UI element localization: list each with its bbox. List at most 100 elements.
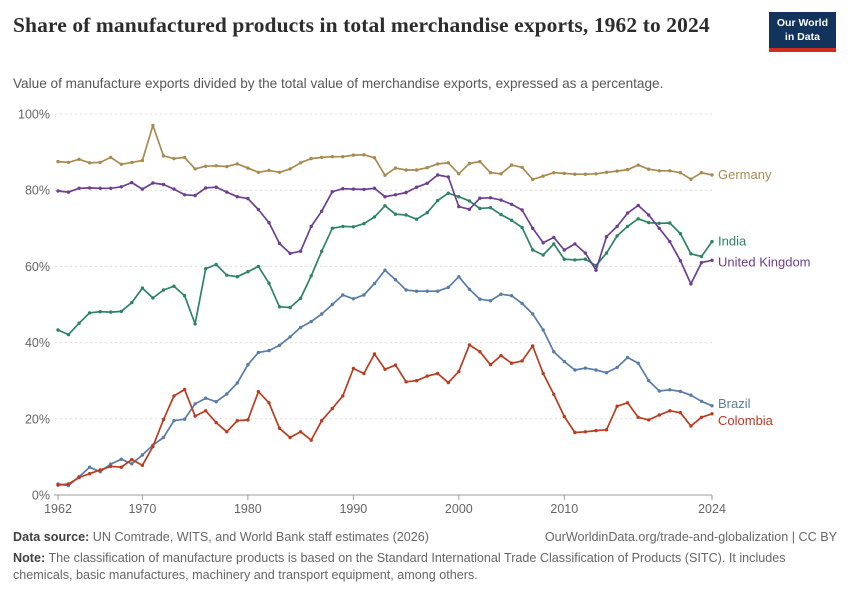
- data-point: [446, 175, 450, 179]
- data-point: [256, 350, 261, 355]
- data-point: [509, 361, 514, 365]
- page-title: Share of manufactured products in total …: [13, 13, 710, 37]
- x-axis-label: 1980: [234, 502, 262, 516]
- data-point: [499, 353, 503, 358]
- data-point: [436, 371, 440, 376]
- data-point: [225, 392, 229, 396]
- data-point: [235, 275, 239, 279]
- data-point: [604, 251, 609, 255]
- data-point: [657, 169, 661, 173]
- data-point: [193, 402, 197, 406]
- series-label-united-kingdom: United Kingdom: [718, 254, 811, 269]
- data-point: [109, 310, 113, 314]
- data-point: [193, 167, 197, 171]
- owid-url-link[interactable]: OurWorldinData.org/trade-and-globalizati…: [544, 530, 837, 544]
- series-line-india: [57, 192, 713, 336]
- data-point: [140, 158, 145, 163]
- data-point: [520, 359, 524, 363]
- data-point: [425, 166, 429, 170]
- x-axis-label: 1990: [339, 502, 367, 516]
- data-point: [425, 211, 429, 215]
- data-point: [404, 168, 408, 172]
- data-point: [246, 166, 250, 170]
- data-point: [594, 428, 598, 433]
- data-point: [414, 185, 419, 189]
- data-point: [657, 389, 661, 393]
- data-point: [309, 319, 313, 324]
- note-label: Note:: [13, 551, 46, 565]
- data-point: [668, 221, 672, 225]
- data-point: [425, 374, 429, 378]
- data-point: [267, 168, 271, 173]
- chart-note: Note: The classification of manufacture …: [13, 550, 837, 585]
- series-line-colombia: [57, 344, 713, 486]
- data-point: [214, 420, 218, 425]
- data-point: [56, 328, 60, 332]
- data-point: [436, 162, 440, 166]
- data-point: [109, 464, 113, 469]
- data-point: [520, 165, 524, 169]
- data-point: [372, 156, 377, 160]
- owid-logo-line1: Our World: [776, 17, 828, 29]
- owid-logo[interactable]: Our World in Data: [768, 12, 836, 53]
- data-point: [267, 281, 271, 285]
- data-point: [235, 162, 239, 166]
- data-point: [647, 220, 651, 225]
- data-point: [309, 274, 313, 278]
- data-point: [383, 195, 387, 199]
- data-point: [298, 325, 303, 330]
- data-point: [193, 193, 197, 198]
- y-axis-label: 40%: [25, 336, 50, 350]
- data-point: [625, 224, 630, 229]
- data-point: [583, 366, 588, 370]
- data-point: [98, 160, 102, 165]
- y-axis-label: 100%: [18, 108, 50, 122]
- data-point: [309, 438, 313, 442]
- data-point: [615, 224, 619, 229]
- data-point: [647, 167, 651, 171]
- data-point: [541, 241, 545, 245]
- chart-footer: Data source: UN Comtrade, WITS, and Worl…: [13, 530, 837, 585]
- data-point: [372, 352, 377, 356]
- data-point: [488, 299, 493, 303]
- data-point: [509, 163, 514, 167]
- data-point: [246, 270, 250, 274]
- data-point: [509, 218, 514, 222]
- data-point: [246, 363, 250, 367]
- data-point: [225, 430, 229, 434]
- series-line-brazil: [57, 269, 713, 487]
- data-point: [562, 248, 566, 252]
- data-point: [119, 465, 124, 469]
- data-point: [87, 161, 92, 165]
- data-point: [225, 164, 229, 169]
- data-point: [372, 281, 377, 286]
- x-axis-label: 1962: [44, 502, 72, 516]
- data-source: Data source: UN Comtrade, WITS, and Worl…: [13, 530, 429, 544]
- data-point: [193, 414, 197, 418]
- data-point: [161, 417, 166, 422]
- data-point: [678, 411, 683, 415]
- data-point: [362, 153, 366, 157]
- data-point: [161, 154, 166, 158]
- data-point: [436, 198, 440, 203]
- data-point: [414, 217, 419, 221]
- data-point: [467, 199, 472, 203]
- data-point: [636, 163, 640, 167]
- data-point: [151, 181, 155, 185]
- data-point: [362, 222, 366, 226]
- data-point: [393, 212, 398, 216]
- owid-logo-line2: in Data: [784, 30, 820, 43]
- data-point: [330, 406, 334, 411]
- data-point: [509, 294, 514, 298]
- data-point: [393, 278, 398, 282]
- data-point: [678, 231, 683, 236]
- data-point: [320, 312, 324, 316]
- series-line-germany: [57, 124, 713, 181]
- data-point: [87, 186, 92, 190]
- data-point: [604, 235, 609, 239]
- data-point: [267, 220, 271, 225]
- data-point: [330, 302, 334, 307]
- data-point: [87, 311, 92, 315]
- data-point: [235, 381, 239, 385]
